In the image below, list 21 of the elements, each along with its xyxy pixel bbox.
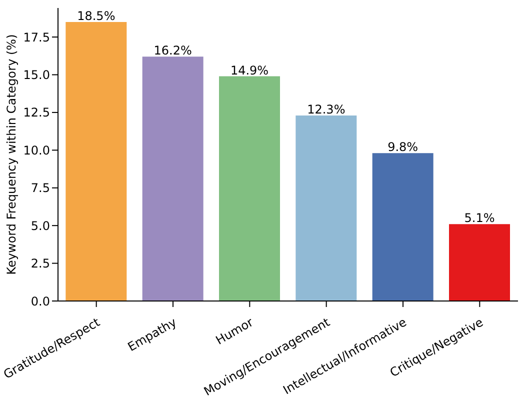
y-tick-label: 10.0 [23,143,50,158]
y-tick-label: 15.0 [23,68,50,82]
bar [372,153,434,301]
bar [296,115,357,301]
data-label: 5.1% [464,211,495,226]
bar [66,22,127,301]
y-tick-label: 2.5 [30,256,50,271]
y-tick-label: 5.0 [30,218,50,233]
data-label: 18.5% [77,8,116,23]
data-label: 16.2% [154,44,192,58]
y-tick-label: 12.5 [23,106,50,120]
data-label: 12.3% [307,102,346,116]
bar [219,76,280,301]
data-label: 9.8% [388,140,418,154]
bar [142,56,204,301]
bar [449,224,510,301]
y-tick-label: 0.0 [30,294,50,308]
data-label: 14.9% [230,63,269,78]
y-tick-label: 17.5 [23,30,50,44]
y-axis-title: Keyword Frequency within Category (%) [4,34,18,275]
y-tick-label: 7.5 [30,181,50,196]
